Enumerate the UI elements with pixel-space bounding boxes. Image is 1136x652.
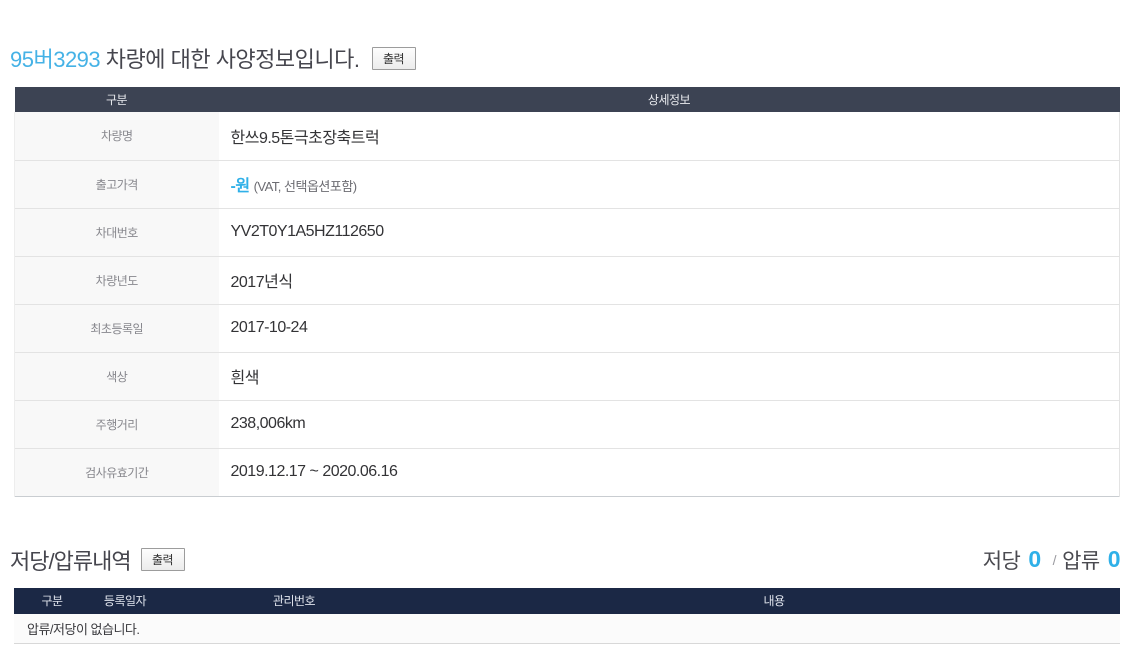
lien-col-header-category: 구분	[14, 587, 90, 614]
spec-row-value: 흰색	[218, 352, 1120, 400]
mortgage-count: 0	[1028, 546, 1041, 572]
spec-row-label: 차량년도	[14, 256, 219, 304]
spec-table-header-row: 구분 상세정보	[14, 87, 1120, 112]
lien-section-header: 저당/압류내역 출력 저당 0 / 압류 0	[10, 544, 1121, 576]
spec-col-header-category: 구분	[14, 87, 219, 112]
table-row: 차대번호 YV2T0Y1A5HZ112650	[14, 208, 1120, 256]
page-title-row: 95버3293 차량에 대한 사양정보입니다. 출력	[10, 42, 1136, 74]
table-row: 차량명 한쓰9.5톤극초장축트럭	[14, 112, 1120, 160]
lien-empty-row: 압류/저당이 없습니다.	[14, 613, 1120, 644]
table-row: 색상 흰색	[14, 352, 1120, 400]
lien-table: 구분 등록일자 관리번호 내용 압류/저당이 없습니다.	[14, 587, 1120, 644]
spec-row-value: -원 (VAT, 선택옵션포함)	[218, 160, 1120, 208]
lien-table-header-row: 구분 등록일자 관리번호 내용	[14, 587, 1120, 614]
spec-row-value: 238,006km	[218, 400, 1120, 448]
spec-row-value: 2017년식	[218, 256, 1120, 304]
page-title-text: 차량에 대한 사양정보입니다.	[100, 47, 360, 72]
table-row: 검사유효기간 2019.12.17 ~ 2020.06.16	[14, 448, 1120, 496]
lien-empty-message: 압류/저당이 없습니다.	[14, 613, 1120, 644]
spec-row-value: 2019.12.17 ~ 2020.06.16	[218, 448, 1120, 496]
price-suffix: (VAT, 선택옵션포함)	[253, 179, 358, 194]
spec-row-label: 차대번호	[14, 208, 219, 256]
seizure-count: 0	[1107, 546, 1121, 572]
summary-separator: /	[1052, 551, 1057, 568]
spec-row-label: 차량명	[14, 112, 219, 160]
lien-col-header-content: 내용	[428, 587, 1120, 614]
spec-print-button[interactable]: 출력	[371, 46, 416, 70]
price-value: -원	[230, 178, 251, 195]
mortgage-label: 저당	[982, 549, 1021, 573]
lien-col-header-number: 관리번호	[160, 587, 428, 614]
spec-row-value: 2017-10-24	[218, 304, 1120, 352]
lien-summary: 저당 0 / 압류 0	[982, 545, 1121, 575]
spec-col-header-detail: 상세정보	[218, 87, 1120, 112]
spec-table: 구분 상세정보 차량명 한쓰9.5톤극초장축트럭 출고가격 -원 (VAT, 선택…	[14, 87, 1120, 497]
table-row: 최초등록일 2017-10-24	[14, 304, 1120, 352]
spec-row-label: 최초등록일	[14, 304, 219, 352]
table-row: 주행거리 238,006km	[14, 400, 1120, 448]
table-row: 출고가격 -원 (VAT, 선택옵션포함)	[14, 160, 1120, 208]
spec-row-label: 출고가격	[14, 160, 219, 208]
page-title: 95버3293 차량에 대한 사양정보입니다.	[10, 42, 360, 74]
lien-section-title: 저당/압류내역	[10, 548, 132, 574]
lien-col-header-date: 등록일자	[90, 587, 160, 614]
spec-row-label: 검사유효기간	[14, 448, 219, 496]
table-row: 차량년도 2017년식	[14, 256, 1120, 304]
spec-row-value: 한쓰9.5톤극초장축트럭	[218, 112, 1120, 160]
spec-row-value: YV2T0Y1A5HZ112650	[218, 208, 1120, 256]
spec-row-label: 주행거리	[14, 400, 219, 448]
lien-print-button[interactable]: 출력	[140, 548, 185, 571]
plate-number: 95버3293	[10, 47, 101, 72]
seizure-label: 압류	[1062, 549, 1100, 573]
spec-row-label: 색상	[14, 352, 219, 400]
